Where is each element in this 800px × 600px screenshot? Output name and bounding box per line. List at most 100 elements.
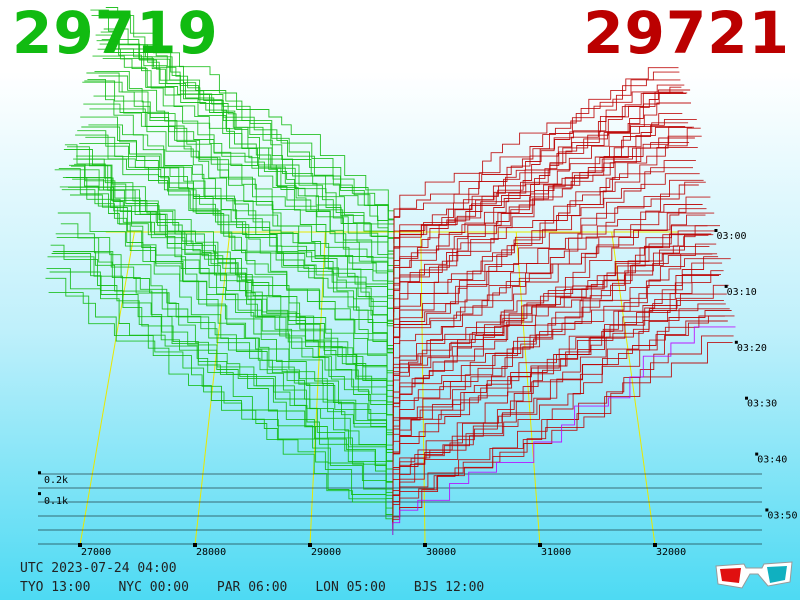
bid-snapshot-33 xyxy=(79,142,394,360)
time-tick-mark-03:20 xyxy=(734,340,738,344)
x-tick-mark-27000 xyxy=(78,543,82,547)
x-tick-label-30000: 30000 xyxy=(426,547,456,558)
bid-snapshot-36 xyxy=(82,81,394,344)
ask-snapshot-8 xyxy=(392,320,728,493)
ask-snapshot-50 xyxy=(393,92,688,270)
x-tick-mark-30000 xyxy=(423,543,427,547)
bid-snapshot-58 xyxy=(104,52,395,228)
ask-snapshot-26 xyxy=(392,196,711,398)
ask-snapshot-23 xyxy=(392,234,714,413)
bid-snapshot-13 xyxy=(58,168,394,466)
timezone-lon: LON 05:00 xyxy=(315,580,386,595)
ask-snapshot-49 xyxy=(393,122,689,276)
x-tick-mark-32000 xyxy=(653,543,657,547)
bid-snapshot-37 xyxy=(83,103,395,339)
bid-snapshot-17 xyxy=(62,177,394,445)
ask-snapshot-5 xyxy=(392,258,731,509)
bid-depth-series xyxy=(45,7,395,535)
ask-snapshot-40 xyxy=(393,118,697,323)
ask-snapshot-30 xyxy=(392,208,707,376)
bid-snapshot-15 xyxy=(60,223,394,456)
bid-snapshot-40 xyxy=(86,72,395,323)
bid-snapshot-48 xyxy=(94,70,395,281)
grid-line-30000 xyxy=(420,231,426,546)
ask-snapshot-22 xyxy=(392,212,715,419)
time-tick-label-03:30: 03:30 xyxy=(747,399,777,410)
bid-snapshot-50 xyxy=(96,40,395,270)
ask-snapshot-39 xyxy=(393,146,698,329)
bid-snapshot-38 xyxy=(84,80,395,334)
ask-snapshot-34 xyxy=(393,204,703,355)
ask-snapshot-24 xyxy=(392,253,713,408)
ask-snapshot-38 xyxy=(393,184,699,334)
utc-time: UTC 2023-07-24 04:00 xyxy=(20,561,177,576)
x-tick-label-31000: 31000 xyxy=(541,547,571,558)
time-tick-label-03:50: 03:50 xyxy=(767,510,797,521)
ask-snapshot-32 xyxy=(393,181,706,366)
timezone-bjs: BJS 12:00 xyxy=(413,580,485,595)
volume-tick-label-0.2k: 0.2k xyxy=(44,475,68,486)
bid-snapshot-57 xyxy=(103,28,395,233)
bid-snapshot-44 xyxy=(90,9,395,302)
time-tick-mark-03:30 xyxy=(745,396,749,400)
timezone-tyo: TYO 13:00 xyxy=(20,580,91,595)
time-tick-mark-03:40 xyxy=(755,452,759,456)
bid-snapshot-2 xyxy=(47,256,394,525)
time-tick-label-03:20: 03:20 xyxy=(737,343,767,354)
grid-line-27000 xyxy=(79,231,135,546)
bid-snapshot-3 xyxy=(48,292,394,520)
bid-snapshot-30 xyxy=(76,155,394,376)
bid-snapshot-31 xyxy=(77,130,394,371)
bid-snapshot-20 xyxy=(65,177,394,429)
ask-snapshot-33 xyxy=(393,179,704,360)
bid-snapshot-43 xyxy=(89,108,395,307)
bid-snapshot-25 xyxy=(71,165,394,403)
ask-snapshot-16 xyxy=(392,225,720,451)
ask-snapshot-9 xyxy=(392,293,727,488)
grid-line-31000 xyxy=(515,231,541,546)
x-tick-mark-28000 xyxy=(193,543,197,547)
bid-snapshot-24 xyxy=(70,194,394,408)
bid-snapshot-18 xyxy=(63,149,394,440)
time-tick-mark-03:10 xyxy=(724,284,728,288)
bid-snapshot-23 xyxy=(69,164,394,413)
x-tick-label-29000: 29000 xyxy=(311,547,341,558)
x-tick-mark-31000 xyxy=(538,543,542,547)
grid-line-29000 xyxy=(309,231,326,546)
bid-snapshot-47 xyxy=(93,95,395,286)
ask-snapshot-27 xyxy=(392,246,710,392)
ask-snapshot-57 xyxy=(393,79,681,233)
bid-snapshot-0 xyxy=(45,277,394,535)
volume-tick-label-0.1k: 0.1k xyxy=(44,496,68,507)
x-tick-label-28000: 28000 xyxy=(196,547,226,558)
x-tick-label-27000: 27000 xyxy=(81,547,111,558)
ask-snapshot-37 xyxy=(393,173,700,339)
volume-tick-mark-0.2k xyxy=(38,471,41,475)
ask-snapshot-11 xyxy=(392,315,725,477)
ask-snapshot-45 xyxy=(393,126,692,297)
3d-glasses-icon[interactable] xyxy=(714,558,794,592)
x-tick-label-32000: 32000 xyxy=(656,547,686,558)
ask-snapshot-52 xyxy=(393,125,686,260)
time-tick-mark-03:50 xyxy=(765,508,769,512)
ask-price: 29721 xyxy=(583,0,790,67)
x-tick-mark-29000 xyxy=(308,543,312,547)
ask-snapshot-41 xyxy=(393,160,696,318)
ask-snapshot-58 xyxy=(393,71,680,228)
bid-snapshot-59 xyxy=(105,7,395,222)
ask-snapshot-29 xyxy=(392,225,708,382)
ask-snapshot-15 xyxy=(392,273,721,456)
bid-snapshot-56 xyxy=(102,58,395,238)
bid-snapshot-55 xyxy=(101,39,395,244)
ask-snapshot-59 xyxy=(393,67,679,222)
bid-snapshot-28 xyxy=(74,163,394,387)
ask-snapshot-3 xyxy=(392,342,733,520)
bid-snapshot-45 xyxy=(91,15,395,297)
bid-snapshot-10 xyxy=(55,233,394,482)
time-tick-label-03:00: 03:00 xyxy=(716,231,746,242)
ask-snapshot-54 xyxy=(393,91,684,249)
bid-snapshot-1 xyxy=(46,268,394,530)
grid-line-28000 xyxy=(194,231,231,546)
bid-snapshot-16 xyxy=(61,189,394,451)
